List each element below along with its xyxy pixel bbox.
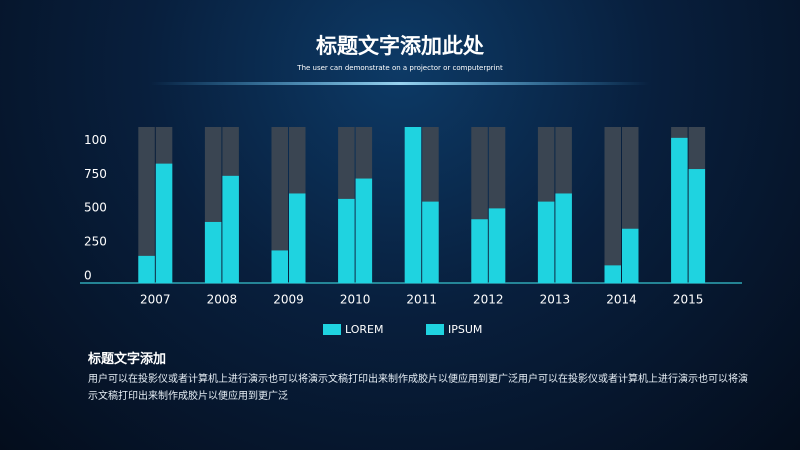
bar — [155, 163, 173, 283]
chart-title: 标题文字添加此处 — [316, 34, 484, 58]
y-tick-label: 750 — [84, 167, 107, 181]
y-tick-label: 0 — [84, 269, 92, 283]
bar — [138, 255, 155, 283]
text-heading: 标题文字添加 — [88, 352, 167, 367]
x-tick-label: 2009 — [273, 293, 304, 307]
x-tick-label: 2012 — [473, 293, 504, 307]
bar — [555, 193, 572, 283]
x-tick-label: 2007 — [140, 293, 171, 307]
legend-swatch — [426, 324, 444, 335]
y-tick-label: 250 — [84, 235, 107, 249]
bar — [488, 208, 506, 283]
x-tick-label: 2013 — [540, 293, 571, 307]
title-glow — [150, 82, 650, 85]
bar — [204, 221, 222, 283]
background-bar — [138, 127, 155, 283]
bar — [338, 198, 355, 283]
bar — [604, 265, 621, 283]
text-block: 标题文字添加 用户可以在投影仪或者计算机上进行演示也可以将演示文稿打印出来制作成… — [88, 348, 748, 405]
bar — [422, 201, 439, 283]
bar — [471, 219, 488, 283]
y-tick-label: 100 — [84, 133, 107, 147]
bar — [222, 175, 239, 283]
bar — [688, 169, 706, 283]
x-tick-label: 2008 — [207, 293, 238, 307]
x-tick-label: 2010 — [340, 293, 371, 307]
bar — [404, 127, 422, 283]
legend-label: IPSUM — [448, 323, 482, 336]
legend-swatch — [323, 324, 341, 335]
legend-label: LOREM — [345, 323, 383, 336]
bar — [271, 250, 288, 283]
bar — [537, 201, 555, 283]
bar — [622, 228, 639, 283]
y-tick-label: 500 — [84, 201, 107, 215]
background-bar — [604, 127, 621, 283]
bar — [289, 193, 306, 283]
x-tick-label: 2011 — [406, 293, 437, 307]
text-body: 用户可以在投影仪或者计算机上进行演示也可以将演示文稿打印出来制作成胶片以便应用到… — [88, 374, 748, 402]
bar — [355, 178, 373, 283]
bar — [671, 137, 688, 283]
x-tick-label: 2015 — [673, 293, 704, 307]
x-tick-label: 2014 — [606, 293, 637, 307]
chart-subtitle: The user can demonstrate on a projector … — [296, 64, 503, 72]
background-bar — [271, 127, 288, 283]
